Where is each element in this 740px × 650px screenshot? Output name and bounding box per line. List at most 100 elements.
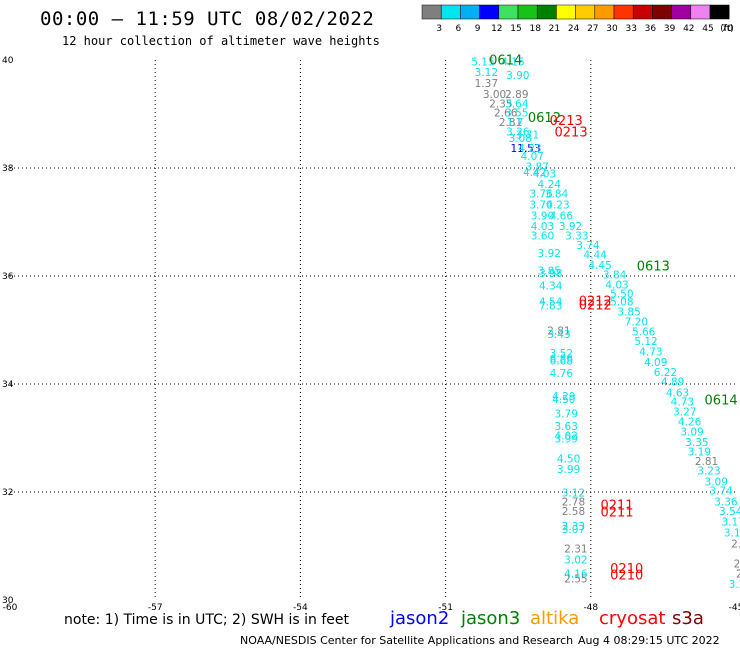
wave-height-label: 3.71 bbox=[516, 129, 539, 141]
wave-height-label: 4.66 bbox=[550, 210, 574, 222]
wave-height-label: 3.35 bbox=[685, 437, 708, 449]
footer-credit: NOAA/NESDIS Center for Satellite Applica… bbox=[240, 634, 574, 647]
wave-height-label: 4.29 bbox=[552, 391, 575, 403]
wave-height-label: 3.87 bbox=[525, 162, 548, 174]
tick-labels: 30 32 34 36 38 40 -60 -57 -54 -51 -48 -45 bbox=[2, 56, 740, 613]
color-swatch bbox=[421, 4, 442, 20]
wave-height-label: 2.99 bbox=[734, 559, 740, 571]
wave-height-label: 3.92 bbox=[538, 248, 561, 260]
wave-height-label: 4.73 bbox=[639, 346, 662, 358]
wave-height-label: 3.70 bbox=[529, 200, 552, 212]
y-tick-label: 36 bbox=[2, 272, 14, 282]
color-scale-label: 3 bbox=[436, 24, 442, 34]
wave-height-label: 3.09 bbox=[680, 426, 703, 438]
color-scale-label: 33 bbox=[625, 24, 636, 34]
wave-height-label: 3.52 bbox=[550, 348, 573, 360]
wave-height-label: 3.85 bbox=[617, 306, 640, 318]
color-scale-label: 18 bbox=[529, 24, 541, 34]
wave-height-label: 3.02 bbox=[564, 554, 587, 566]
wave-height-label: 4.89 bbox=[661, 377, 684, 389]
wave-height-label: 3.23 bbox=[697, 466, 720, 478]
wave-height-label: 4.03 bbox=[531, 221, 554, 233]
color-scale-label: 42 bbox=[683, 24, 694, 34]
color-swatch bbox=[613, 4, 634, 20]
wave-height-label: 5.66 bbox=[632, 326, 656, 338]
color-scale-label: 12 bbox=[491, 24, 502, 34]
wave-height-label: 3.55 bbox=[505, 108, 528, 120]
wave-height-label: 3.07 bbox=[562, 524, 585, 536]
wave-height-label: 2.81 bbox=[547, 325, 570, 337]
wave-height-label: 4.03 bbox=[533, 169, 556, 181]
time-label: 0211 bbox=[600, 505, 633, 520]
legend-cryosat: cryosat bbox=[599, 608, 666, 629]
wave-height-label: 3.27 bbox=[673, 406, 696, 418]
wave-height-label: 2.33 bbox=[562, 521, 585, 533]
y-tick-label: 30 bbox=[2, 596, 14, 606]
wave-height-label: 3.98 bbox=[539, 268, 562, 280]
color-swatch bbox=[440, 4, 461, 20]
color-swatch bbox=[556, 4, 576, 20]
color-swatch bbox=[536, 4, 557, 20]
wave-height-label: 4.50 bbox=[552, 394, 575, 406]
color-swatch bbox=[632, 4, 653, 20]
wave-height-label: 4.54 bbox=[539, 297, 563, 309]
wave-height-label: 3.99 bbox=[555, 433, 578, 445]
wave-height-label: 3.26 bbox=[506, 127, 530, 139]
time-label: 0213 bbox=[550, 114, 583, 129]
wave-height-label: 3.90 bbox=[506, 70, 529, 82]
color-swatch bbox=[575, 4, 596, 20]
wave-height-label: 3.12 bbox=[562, 487, 585, 499]
wave-height-label: 4.50 bbox=[557, 453, 580, 465]
color-swatch bbox=[594, 4, 615, 20]
wave-height-label: 4.44 bbox=[584, 250, 608, 262]
x-tick-label: -45 bbox=[729, 603, 740, 613]
y-tick-label: 40 bbox=[2, 56, 14, 66]
time-label: 0210 bbox=[610, 568, 643, 583]
color-swatch bbox=[671, 4, 692, 20]
wave-height-label: 4.16 bbox=[564, 568, 588, 580]
wave-height-label: 3.99 bbox=[557, 464, 580, 476]
wave-height-label: 2.55 bbox=[564, 574, 587, 586]
color-scale-label: 36 bbox=[645, 24, 657, 34]
time-label: 0614 bbox=[489, 53, 522, 68]
wave-height-label: 4.63 bbox=[666, 387, 689, 399]
wave-height-label: 2.66 bbox=[494, 108, 518, 120]
wave-height-label: 4.76 bbox=[550, 368, 574, 380]
wave-height-label: 3.43 bbox=[547, 329, 570, 341]
wave-height-label: 2.35 bbox=[489, 99, 512, 111]
color-scale-label: 45 bbox=[702, 24, 713, 34]
wave-height-label: 4.24 bbox=[538, 179, 562, 191]
wave-height-label: 3.74 bbox=[576, 240, 600, 252]
wave-height-label: 3.09 bbox=[705, 477, 728, 489]
wave-height-label: 3.08 bbox=[509, 133, 532, 145]
wave-height-label: 6.22 bbox=[654, 367, 677, 379]
wave-height-label: 3.63 bbox=[555, 421, 578, 433]
units-note: note: 1) Time is in UTC; 2) SWH is in fe… bbox=[64, 612, 350, 628]
wave-height-label: 3.14 bbox=[724, 527, 740, 539]
wave-height-label: 3.76 bbox=[529, 189, 553, 201]
wave-height-label: 3.60 bbox=[531, 230, 554, 242]
wave-height-label: 11.53 bbox=[510, 143, 540, 155]
wave-height-label: 4.26 bbox=[678, 417, 702, 429]
wave-height-label: 2.47 bbox=[736, 568, 740, 580]
color-scale-label: 27 bbox=[587, 24, 598, 34]
legend-s3a: s3a bbox=[672, 608, 704, 629]
chart-subtitle: 12 hour collection of altimeter wave hei… bbox=[62, 34, 380, 48]
wave-height-label: 3.85 bbox=[538, 265, 561, 277]
time-label: 0213 bbox=[555, 126, 588, 141]
color-scale-label: 30 bbox=[606, 24, 618, 34]
legend-jason3: jason3 bbox=[461, 608, 521, 629]
wave-height-label: 6.68 bbox=[550, 356, 573, 368]
x-tick-label: -57 bbox=[148, 603, 163, 613]
y-tick-label: 34 bbox=[2, 380, 14, 390]
wave-height-label: 7.20 bbox=[625, 317, 648, 329]
wave-height-label: 3.12 bbox=[475, 67, 498, 79]
color-swatch bbox=[690, 4, 711, 20]
wave-height-label: 3.33 bbox=[565, 230, 588, 242]
time-label: 0211 bbox=[600, 498, 633, 513]
wave-height-label: 4.23 bbox=[546, 200, 569, 212]
wave-height-label: 4.09 bbox=[644, 357, 667, 369]
wave-height-label: 3.36 bbox=[714, 497, 738, 509]
